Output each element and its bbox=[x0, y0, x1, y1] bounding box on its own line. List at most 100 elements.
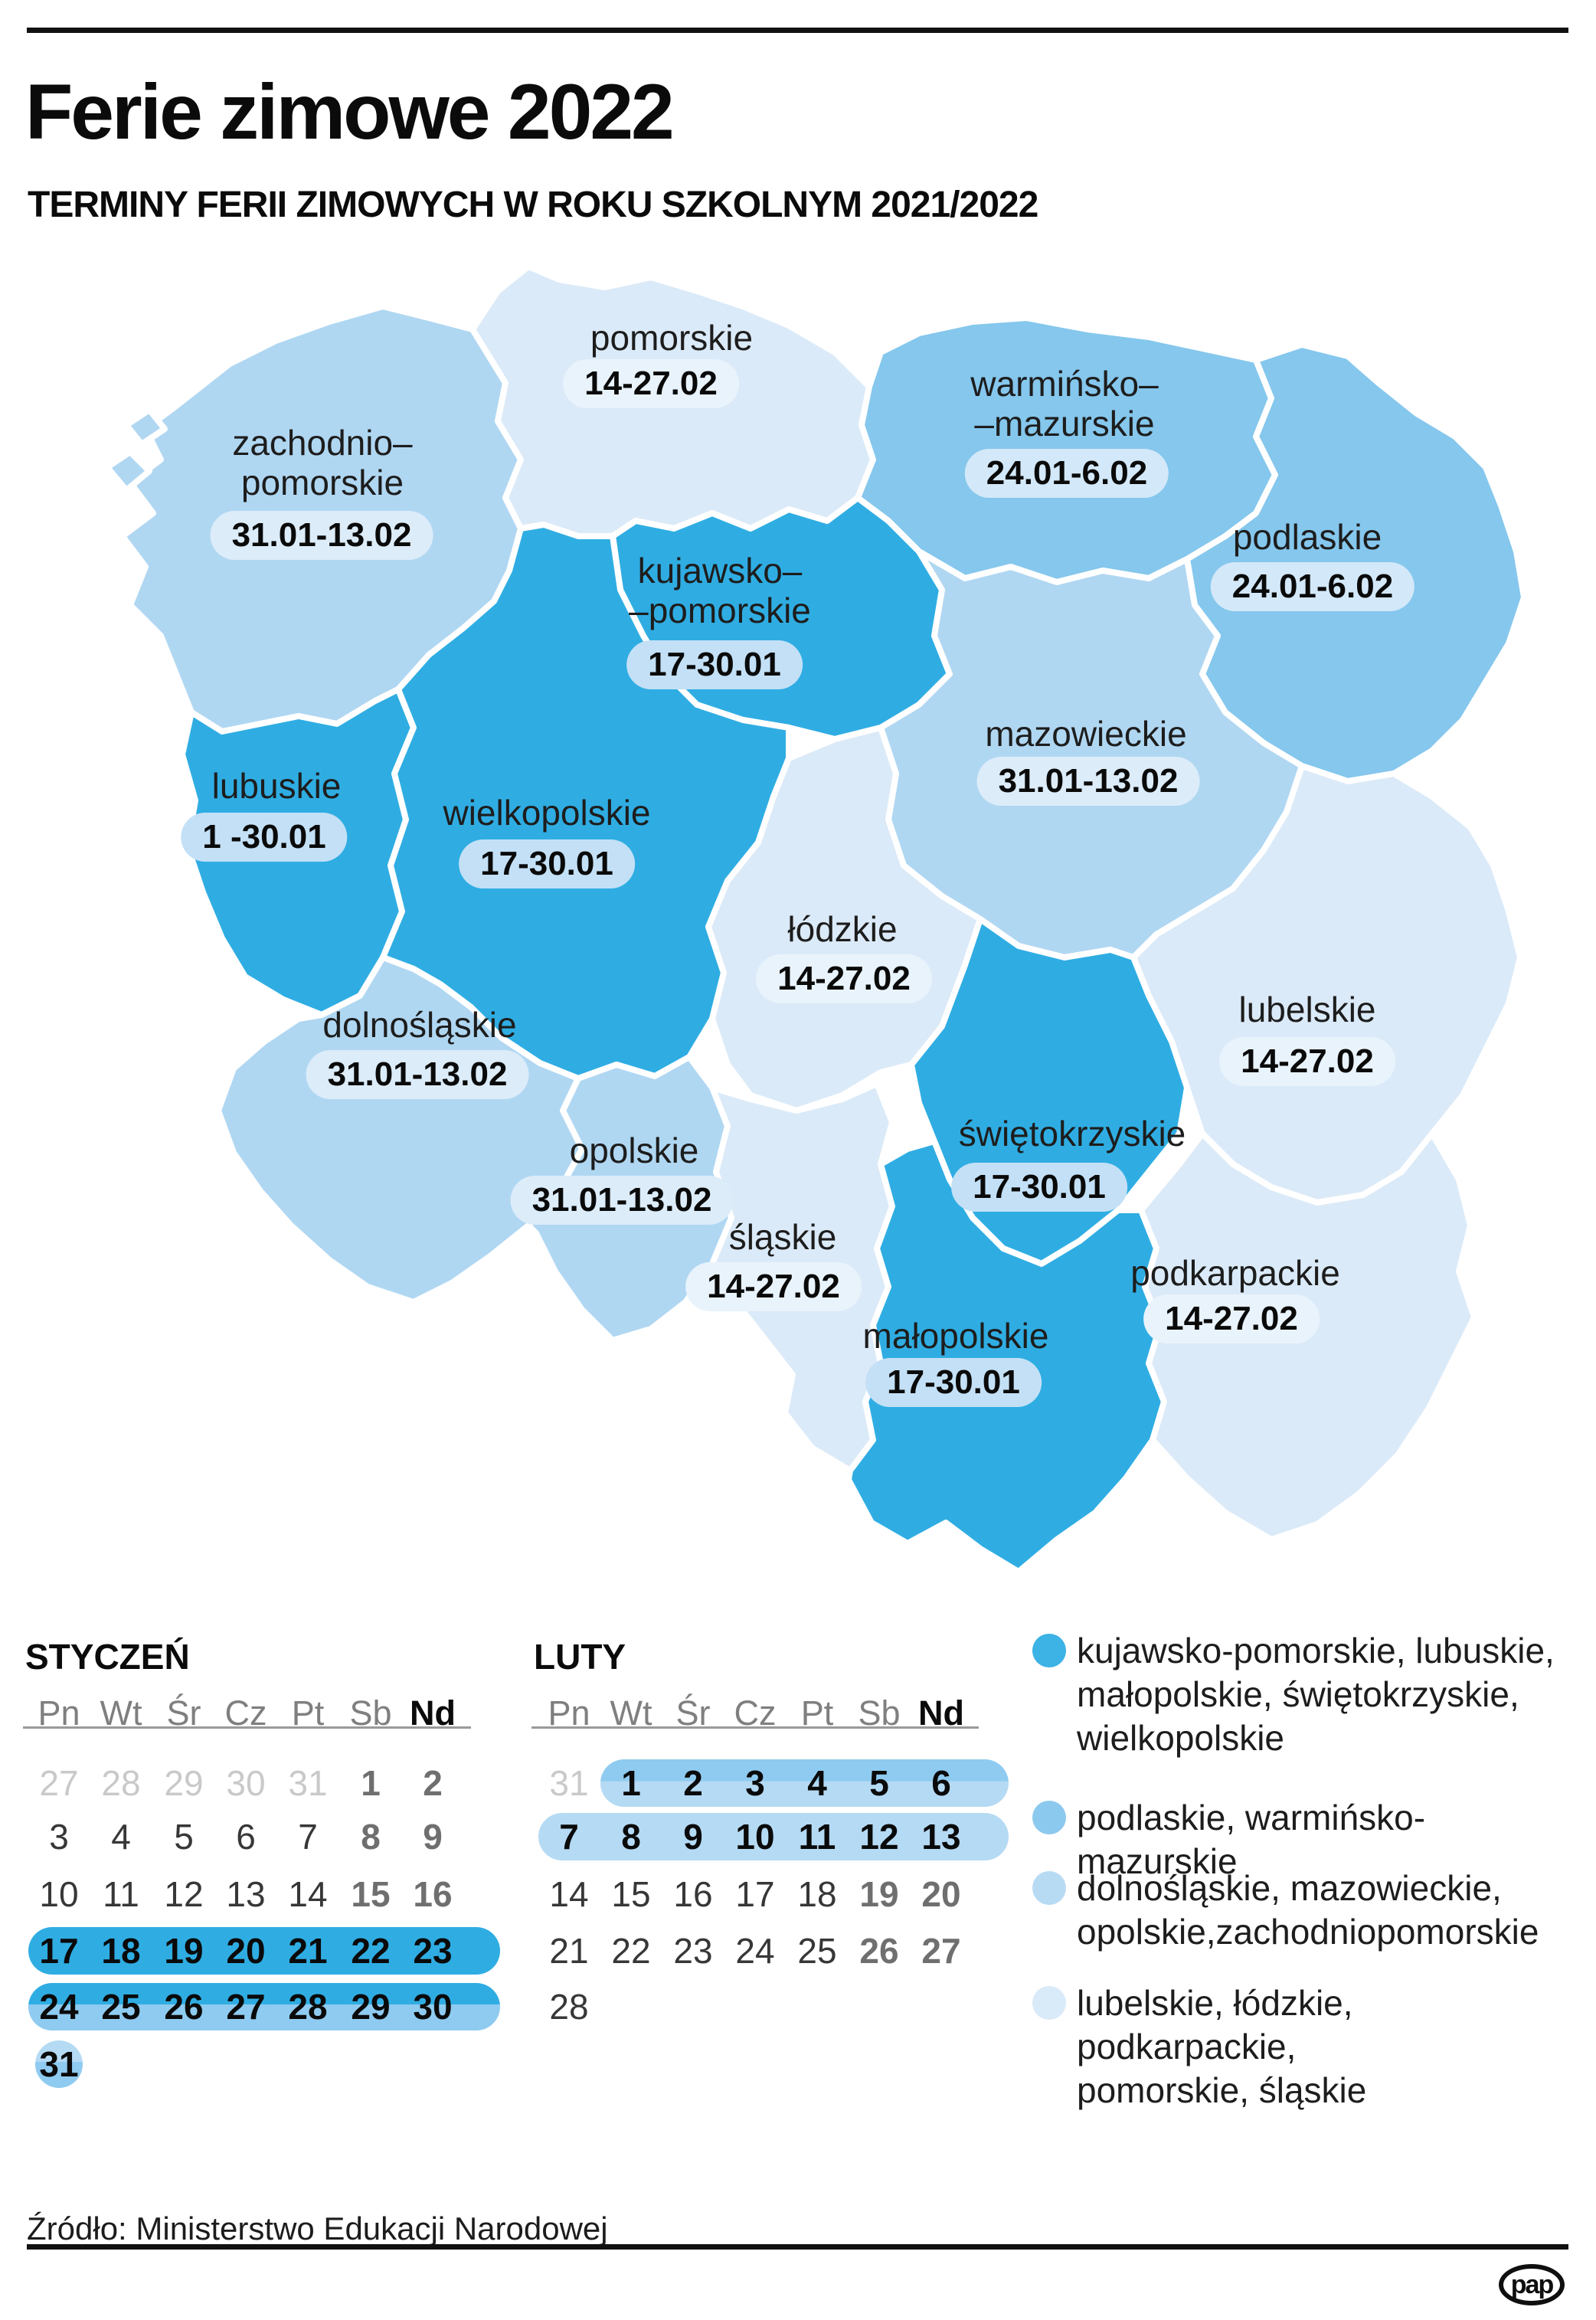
region-lodzkie bbox=[705, 725, 983, 1114]
calendar-highlight bbox=[538, 1813, 1009, 1860]
calendar-day: 18 bbox=[797, 1874, 837, 1914]
calendar-day: 2 bbox=[683, 1763, 703, 1803]
top-rule bbox=[27, 28, 1568, 33]
calendar-day: 28 bbox=[288, 1987, 328, 2027]
calendar-day: 17 bbox=[39, 1931, 79, 1971]
calendar-day: 26 bbox=[164, 1987, 204, 2027]
legend-label: dolnośląskie, mazowieckie, opolskie,zach… bbox=[1077, 1868, 1539, 1952]
calendar-day: 1 bbox=[361, 1763, 381, 1803]
bottom-rule bbox=[27, 2244, 1568, 2250]
region-dates-warminsko-mazurskie: 24.01-6.02 bbox=[964, 449, 1169, 498]
calendar-day: 12 bbox=[859, 1817, 899, 1857]
calendar-day: 12 bbox=[164, 1874, 204, 1914]
region-dates-lubelskie: 14-27.02 bbox=[1219, 1037, 1395, 1086]
calendar-weekday: Cz bbox=[734, 1693, 777, 1733]
calendar-day: 16 bbox=[413, 1874, 453, 1914]
page-subtitle: TERMINY FERII ZIMOWYCH W ROKU SZKOLNYM 2… bbox=[28, 185, 1038, 225]
calendar-highlight bbox=[35, 2040, 83, 2088]
region-dates-lodzkie: 14-27.02 bbox=[756, 954, 932, 1003]
calendar-title-january: STYCZEŃ bbox=[25, 1637, 190, 1677]
region-label-kujawsko-pomorskie: kujawsko– –pomorskie bbox=[629, 551, 811, 630]
region-label-warminsko-mazurskie: warmińsko– –mazurskie bbox=[970, 364, 1159, 443]
calendar-day: 14 bbox=[549, 1874, 589, 1914]
pap-logo: pap bbox=[1499, 2264, 1565, 2305]
region-label-podkarpackie: podkarpackie bbox=[1130, 1253, 1340, 1293]
calendar-day: 11 bbox=[103, 1874, 139, 1914]
calendar-day: 18 bbox=[101, 1931, 141, 1971]
calendar-day: 10 bbox=[735, 1817, 775, 1857]
calendar-day: 17 bbox=[735, 1874, 775, 1914]
calendar-day: 30 bbox=[226, 1763, 266, 1803]
calendar-day: 25 bbox=[101, 1987, 141, 2027]
calendar-day: 1 bbox=[621, 1763, 641, 1803]
calendar-day: 4 bbox=[111, 1817, 131, 1857]
pap-logo-text: pap bbox=[1510, 2269, 1554, 2299]
calendar-weekday: Wt bbox=[610, 1693, 652, 1733]
region-zachodniopomorskie-island bbox=[104, 449, 152, 493]
calendar-day: 7 bbox=[298, 1817, 318, 1857]
calendar-day: 3 bbox=[49, 1817, 69, 1857]
calendar-highlight bbox=[28, 1983, 500, 2030]
region-label-lodzkie: łódzkie bbox=[787, 909, 898, 949]
region-label-opolskie: opolskie bbox=[569, 1131, 699, 1170]
region-dates-kujawsko-pomorskie: 17-30.01 bbox=[626, 640, 803, 689]
legend-label: podlaskie, warmińsko-mazurskie bbox=[1077, 1798, 1426, 1881]
calendar-weekday: Pt bbox=[291, 1693, 325, 1733]
calendar-weekday: Pt bbox=[800, 1693, 834, 1733]
legend-item: kujawsko-pomorskie, lubuskie, małopolski… bbox=[1032, 1629, 1578, 1760]
calendar-day: 8 bbox=[361, 1817, 381, 1857]
calendar-day: 5 bbox=[174, 1817, 194, 1857]
calendar-day: 28 bbox=[549, 1987, 589, 2027]
calendar-day: 29 bbox=[351, 1987, 391, 2027]
legend-label: kujawsko-pomorskie, lubuskie, małopolski… bbox=[1077, 1631, 1555, 1758]
region-label-pomorskie: pomorskie bbox=[590, 318, 754, 358]
region-dates-swietokrzyskie: 17-30.01 bbox=[951, 1163, 1127, 1212]
calendar-weekday: Śr bbox=[166, 1693, 201, 1733]
calendar-day: 22 bbox=[611, 1931, 651, 1971]
calendar-day: 13 bbox=[226, 1874, 266, 1914]
calendar-weekday: Śr bbox=[675, 1693, 711, 1733]
calendar-day: 30 bbox=[413, 1987, 453, 2027]
calendar-day: 27 bbox=[39, 1763, 79, 1803]
calendar-day: 26 bbox=[859, 1931, 899, 1971]
calendar-day: 16 bbox=[673, 1874, 713, 1914]
region-label-dolnoslaskie: dolnośląskie bbox=[322, 1005, 517, 1045]
region-label-swietokrzyskie: świętokrzyskie bbox=[958, 1114, 1186, 1153]
calendar-day: 4 bbox=[807, 1763, 827, 1803]
region-label-mazowieckie: mazowieckie bbox=[985, 714, 1187, 754]
calendar-weekday: Nd bbox=[410, 1693, 456, 1733]
legend-dot-group4 bbox=[1032, 1986, 1066, 2020]
calendar-weekday: Wt bbox=[100, 1693, 142, 1733]
region-dates-opolskie: 31.01-13.02 bbox=[510, 1176, 734, 1225]
legend-label: lubelskie, łódzkie, podkarpackie, pomors… bbox=[1077, 1983, 1367, 2110]
legend-dot-group3 bbox=[1032, 1871, 1066, 1905]
legend-dot-group1 bbox=[1032, 1634, 1066, 1667]
calendar-day: 7 bbox=[559, 1817, 579, 1857]
calendar-day: 6 bbox=[236, 1817, 256, 1857]
calendar-day: 9 bbox=[683, 1817, 703, 1857]
calendar-weekday: Cz bbox=[224, 1693, 267, 1733]
calendar-day: 21 bbox=[549, 1931, 589, 1971]
calendar-day: 28 bbox=[101, 1763, 141, 1803]
region-malopolskie bbox=[845, 1138, 1167, 1575]
calendar-day: 6 bbox=[931, 1763, 951, 1803]
calendar-day: 21 bbox=[288, 1931, 328, 1971]
calendar-day: 31 bbox=[549, 1763, 589, 1803]
calendar-day: 27 bbox=[921, 1931, 961, 1971]
region-label-wielkopolskie: wielkopolskie bbox=[443, 793, 651, 833]
calendar-weekday: Sb bbox=[858, 1693, 901, 1733]
calendar-day: 24 bbox=[735, 1931, 775, 1971]
calendar-day: 20 bbox=[226, 1931, 266, 1971]
region-zachodniopomorskie-island bbox=[123, 407, 168, 447]
calendar-day: 5 bbox=[869, 1763, 889, 1803]
calendar-day: 25 bbox=[797, 1931, 837, 1971]
calendar-day: 31 bbox=[288, 1763, 328, 1803]
calendar-day: 15 bbox=[351, 1874, 391, 1914]
calendar-day: 2 bbox=[423, 1763, 443, 1803]
source-note: Źródło: Ministerstwo Edukacji Narodowej bbox=[27, 2210, 608, 2246]
calendar-day: 10 bbox=[39, 1874, 79, 1914]
calendar-day: 9 bbox=[423, 1817, 443, 1857]
region-dates-lubuskie: 1 -30.01 bbox=[181, 813, 348, 862]
region-label-malopolskie: małopolskie bbox=[862, 1316, 1049, 1356]
